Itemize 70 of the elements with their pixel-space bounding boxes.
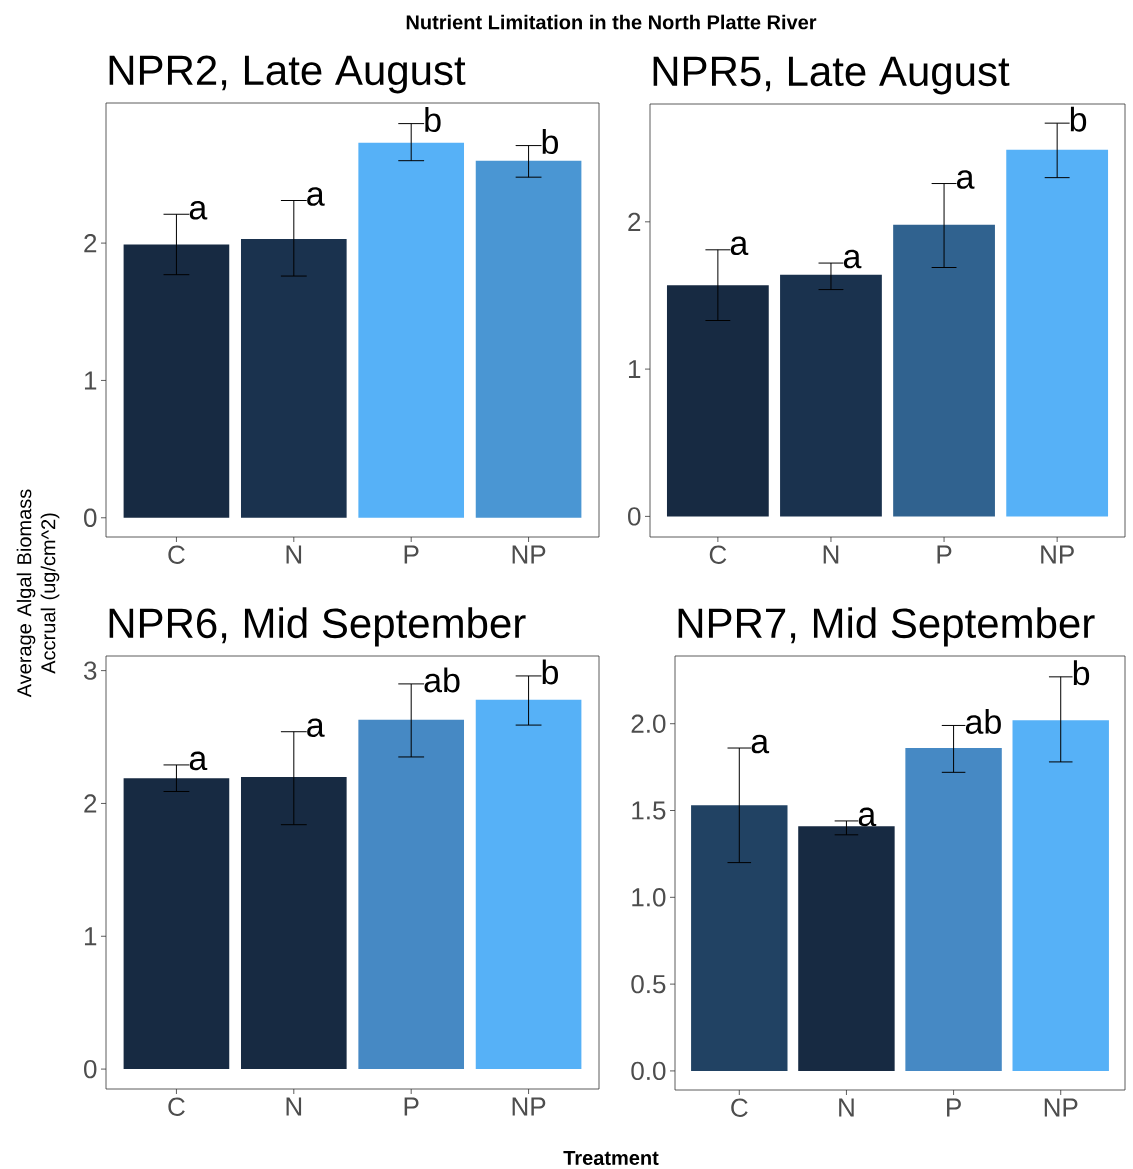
y-tick-label: 0.5 [631,974,666,994]
annotation: a [843,249,862,269]
y-tick-label: 0 [84,508,97,527]
y-tick-label: 1.5 [632,801,666,820]
x-tick-label: P [947,1098,961,1117]
annotation: a [751,734,770,754]
x-tick-label: P [404,1097,419,1116]
x-tick-label: N [839,1098,854,1117]
x-tick-label: NP [1041,545,1074,564]
bar [1006,149,1109,517]
annotation: b [542,659,558,685]
chart-title: NPR2, Late August [109,55,466,94]
bar [798,826,895,1071]
annotation: a [858,807,877,827]
y-axis-title: Average Algal Biomass Accrual (ug/cm^2) [16,489,60,698]
y-tick-label: 0.0 [631,1061,666,1081]
x-tick-label: NP [1044,1098,1078,1117]
bar [240,776,347,1070]
chart-title: NPR7, Mid September [678,607,1095,647]
y-tick-label: 1 [628,360,641,379]
bar [905,748,1002,1071]
y-tick-label: 0 [84,1059,97,1079]
y-tick-label: 2 [84,794,97,813]
x-tick-label: N [286,1097,302,1116]
chart-title: NPR6, Mid September [109,607,526,647]
x-tick-label: C [168,545,185,564]
annotation: a [189,200,208,220]
bar [475,699,582,1070]
y-tick-label: 2 [628,212,641,231]
y-tick-label: 1 [84,371,97,390]
y-tick-label: 1 [84,927,97,946]
bar [780,274,882,517]
x-tick-label: P [404,545,419,564]
annotation: ab [424,667,460,693]
bar [123,778,230,1070]
bar [240,238,347,518]
bar [1012,720,1109,1071]
x-tick-label: C [168,1097,185,1116]
annotation: b [425,107,441,133]
y-tick-label: 3 [83,661,97,680]
chart-title: NPR5, Late August [653,56,1010,95]
annotation: ab [965,708,1001,734]
annotation: a [730,236,749,256]
bar [666,285,769,517]
y-tick-label: 1.0 [632,888,666,907]
x-tick-label: P [937,545,952,564]
bar [123,244,230,518]
y-tick-label: 2 [84,234,97,253]
annotation: a [307,187,325,206]
bar [893,224,995,517]
annotation: a [957,170,975,189]
x-tick-label: C [731,1098,748,1117]
x-tick-label: C [709,545,727,564]
bar [358,142,465,518]
y-tick-label: 0 [628,507,641,526]
bar [691,805,788,1071]
x-tick-label: N [286,545,302,564]
bar [358,719,465,1070]
annotation: a [189,751,208,771]
text: Nutrient Limitation in the North Platte River [406,14,817,30]
bar [475,160,582,518]
x-axis-title: Treatment [563,1151,659,1165]
annotation: b [542,129,558,155]
y-tick-label: 2.0 [631,714,666,733]
annotation: b [1070,106,1087,132]
annotation: b [1073,660,1090,686]
x-tick-label: NP [512,1097,546,1116]
annotation: a [307,718,325,738]
x-tick-label: N [823,545,839,564]
x-tick-label: NP [512,545,546,564]
